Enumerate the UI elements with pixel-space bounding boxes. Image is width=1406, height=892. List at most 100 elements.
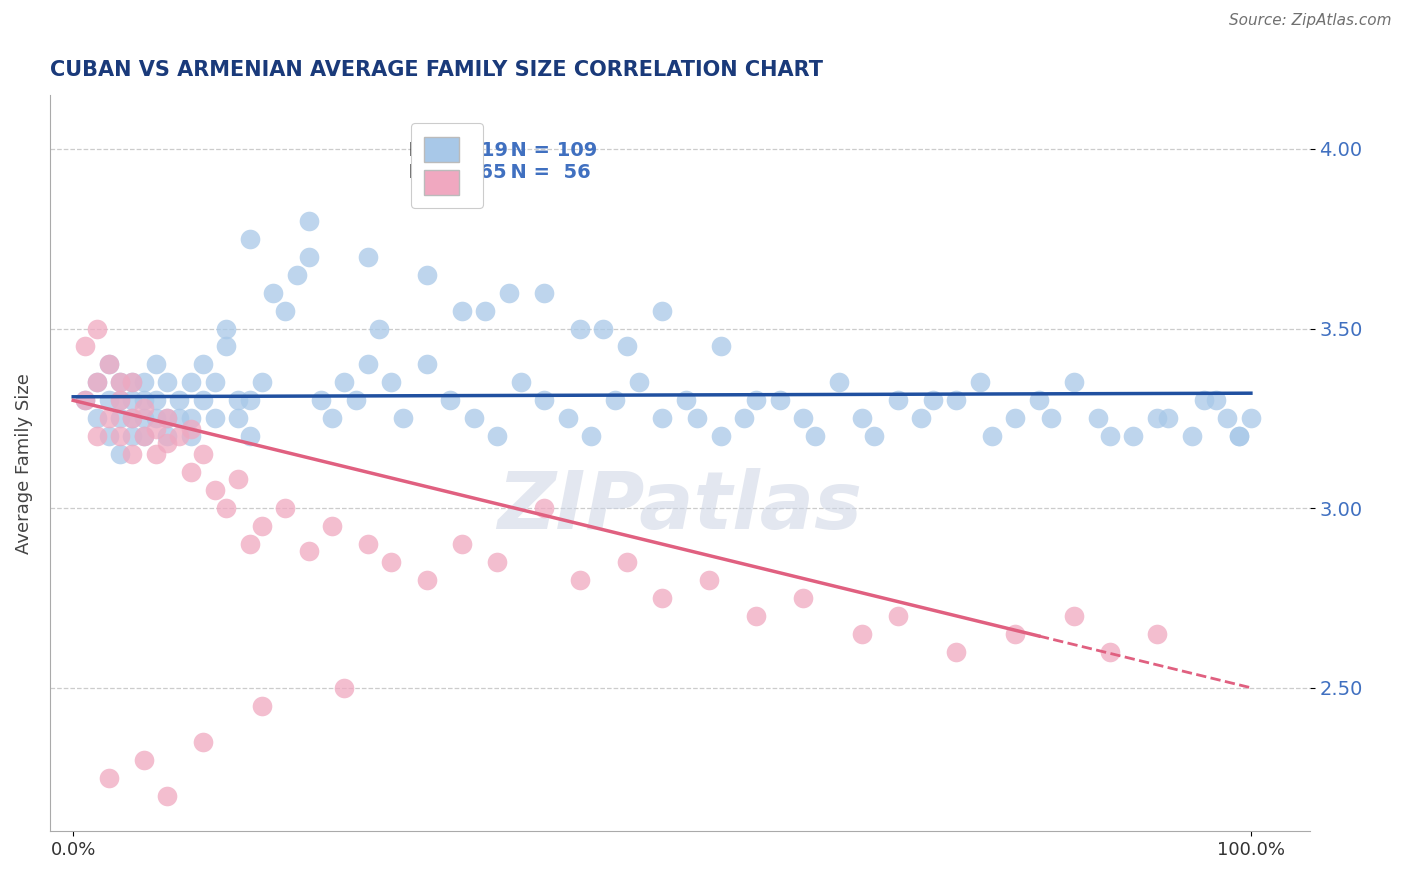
Point [86, 376, 108, 390]
Point [686, 411, 709, 425]
Point [73, 339, 96, 353]
Text: N = 109: N = 109 [496, 141, 598, 160]
Point [969, 376, 991, 390]
Point [86, 321, 108, 335]
Point [828, 376, 851, 390]
Point [333, 376, 356, 390]
Point [97, 358, 120, 372]
Point [156, 429, 179, 443]
Point [886, 608, 908, 623]
Text: CUBAN VS ARMENIAN AVERAGE FAMILY SIZE CORRELATION CHART: CUBAN VS ARMENIAN AVERAGE FAMILY SIZE CO… [49, 60, 823, 79]
Point [616, 555, 638, 569]
Point [651, 303, 673, 318]
Point [980, 429, 1002, 443]
Point [250, 519, 273, 533]
Point [239, 429, 262, 443]
Point [675, 393, 697, 408]
Point [274, 303, 297, 318]
Point [851, 411, 873, 425]
Point [156, 411, 179, 425]
Point [392, 411, 415, 425]
Point [110, 376, 132, 390]
Point [568, 573, 591, 587]
Point [86, 376, 108, 390]
Point [86, 411, 108, 425]
Point [1240, 411, 1263, 425]
Point [792, 411, 814, 425]
Text: R =: R = [409, 163, 456, 182]
Text: 0.019: 0.019 [440, 141, 509, 160]
Point [121, 429, 143, 443]
Point [474, 303, 496, 318]
Point [533, 393, 555, 408]
Point [239, 393, 262, 408]
Point [145, 358, 167, 372]
Point [1146, 411, 1168, 425]
Point [745, 393, 768, 408]
Point [132, 429, 155, 443]
Point [356, 250, 378, 264]
Point [73, 393, 96, 408]
Point [356, 358, 378, 372]
Point [180, 411, 202, 425]
Point [498, 285, 520, 300]
Text: Source: ZipAtlas.com: Source: ZipAtlas.com [1229, 13, 1392, 29]
Point [191, 393, 214, 408]
Point [1028, 393, 1050, 408]
Point [1227, 429, 1250, 443]
Point [167, 411, 190, 425]
Point [380, 376, 402, 390]
Point [145, 422, 167, 436]
Point [180, 429, 202, 443]
Point [110, 447, 132, 461]
Point [132, 411, 155, 425]
Point [226, 472, 249, 486]
Point [734, 411, 756, 425]
Point [1216, 411, 1239, 425]
Point [191, 734, 214, 748]
Point [1122, 429, 1144, 443]
Point [568, 321, 591, 335]
Point [132, 753, 155, 767]
Point [380, 555, 402, 569]
Point [450, 303, 472, 318]
Point [298, 544, 321, 558]
Point [110, 393, 132, 408]
Point [180, 422, 202, 436]
Point [132, 429, 155, 443]
Legend: , : , [411, 123, 482, 208]
Point [368, 321, 391, 335]
Point [145, 447, 167, 461]
Point [309, 393, 332, 408]
Point [86, 429, 108, 443]
Point [886, 393, 908, 408]
Point [710, 339, 733, 353]
Point [110, 393, 132, 408]
Point [110, 411, 132, 425]
Point [344, 393, 367, 408]
Point [239, 537, 262, 551]
Point [1063, 376, 1085, 390]
Point [145, 393, 167, 408]
Point [1146, 627, 1168, 641]
Point [415, 268, 437, 282]
Point [167, 393, 190, 408]
Point [1063, 608, 1085, 623]
Point [697, 573, 720, 587]
Point [1181, 429, 1204, 443]
Text: R =: R = [409, 141, 456, 160]
Point [156, 789, 179, 803]
Point [851, 627, 873, 641]
Point [616, 339, 638, 353]
Point [204, 376, 226, 390]
Point [710, 429, 733, 443]
Point [167, 429, 190, 443]
Point [298, 214, 321, 228]
Point [945, 393, 967, 408]
Point [191, 358, 214, 372]
Point [792, 591, 814, 605]
Point [509, 376, 531, 390]
Point [73, 393, 96, 408]
Text: ZIPatlas: ZIPatlas [498, 468, 862, 547]
Point [533, 285, 555, 300]
